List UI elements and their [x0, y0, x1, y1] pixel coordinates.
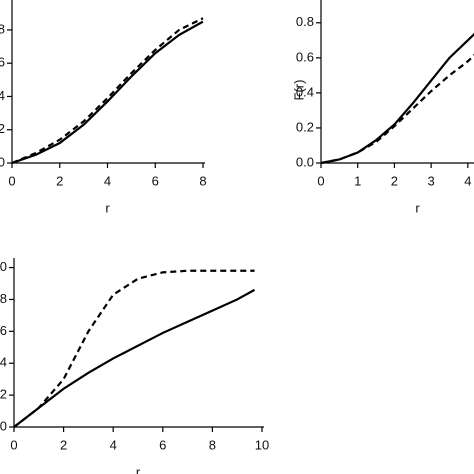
series-line [13, 269, 255, 428]
x-tick-label: 0 [10, 437, 17, 452]
y-tick-label: 0.2 [0, 121, 5, 136]
x-axis-label: r [136, 464, 141, 474]
x-tick-label: 4 [104, 173, 111, 188]
x-tick-label: 8 [199, 173, 206, 188]
x-tick-label: 2 [56, 173, 63, 188]
y-tick-label: 0.8 [0, 291, 7, 306]
y-tick-label: 0.0 [296, 154, 314, 169]
y-axis-label: F(r) [291, 80, 306, 101]
x-tick-label: 6 [152, 173, 159, 188]
x-tick-label: 4 [110, 437, 117, 452]
y-tick-label: 0.6 [296, 49, 314, 64]
x-axis-label: r [105, 200, 110, 215]
x-tick-label: 2 [60, 437, 67, 452]
x-tick-label: 10 [255, 437, 269, 452]
x-tick-label: 8 [209, 437, 216, 452]
x-tick-label: 1 [354, 173, 361, 188]
x-axis-label: r [415, 200, 420, 215]
x-tick-label: 4 [464, 173, 471, 188]
y-tick-label: 0.4 [0, 355, 7, 370]
y-tick-label: 0.0 [0, 418, 7, 433]
y-tick-label: 1.0 [0, 259, 7, 274]
series-line [11, 17, 204, 165]
y-tick-label: 0.8 [296, 14, 314, 29]
y-tick-label: 0.8 [0, 21, 5, 36]
x-tick-label: 0 [8, 173, 15, 188]
y-tick-label: 0.2 [0, 387, 7, 402]
series-line [13, 288, 256, 428]
x-tick-label: 3 [428, 173, 435, 188]
panel: 0 1 2 3 4 0.0 0.2 0.4 0.6 0.8 r F(r) [291, 0, 474, 215]
y-tick-label: 0.6 [0, 323, 7, 338]
y-tick-label: 0.6 [0, 55, 5, 70]
panel: 0 2 4 6 8 0.0 0.2 0.4 0.6 0.8 r [0, 0, 207, 215]
y-tick-label: 0.0 [0, 154, 5, 169]
series-line [320, 32, 474, 165]
series-line [11, 20, 204, 165]
x-tick-label: 2 [391, 173, 398, 188]
y-tick-label: 0.4 [296, 84, 314, 99]
y-tick-label: 0.2 [296, 119, 314, 134]
series-line [320, 53, 474, 165]
y-tick-label: 0.4 [0, 88, 5, 103]
x-tick-label: 6 [159, 437, 166, 452]
panel: 0 2 4 6 8 10 0.0 0.2 0.4 0.6 0.8 1.0 r [0, 258, 269, 474]
x-tick-label: 0 [317, 173, 324, 188]
